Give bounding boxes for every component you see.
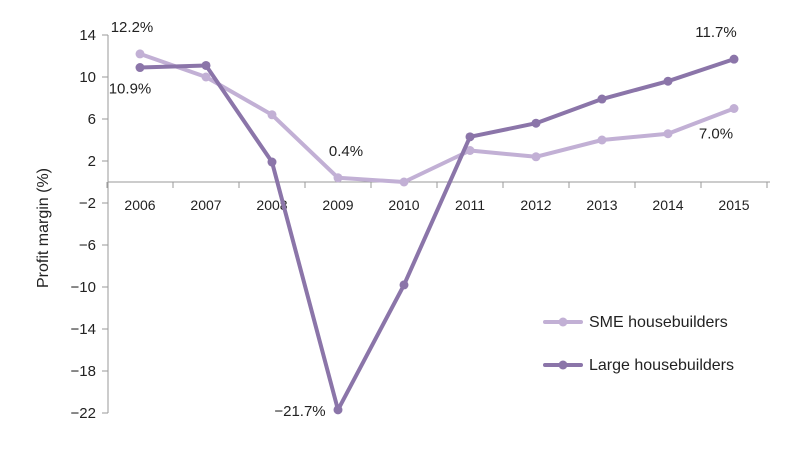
data-point (531, 118, 541, 128)
x-tick-label: 2008 (256, 197, 287, 213)
data-point (201, 72, 211, 82)
data-label: 10.9% (109, 81, 152, 98)
y-axis-title: Profit margin (%) (35, 168, 52, 288)
x-tick-label: 2007 (190, 197, 221, 213)
legend-item: Large housebuilders (543, 357, 734, 374)
legend: SME housebuilders Large housebuilders (543, 314, 734, 374)
x-tick-label: 2011 (455, 197, 485, 213)
data-point (531, 152, 541, 162)
data-point (597, 135, 607, 145)
series-sme-housebuilders (135, 49, 739, 187)
data-point (267, 110, 277, 120)
data-point (399, 280, 409, 290)
x-tick-label: 2015 (718, 197, 749, 213)
series-line (138, 51, 736, 184)
data-label: 11.7% (695, 24, 736, 41)
y-tick-label: 6 (88, 111, 96, 128)
y-tick-label: −22 (71, 405, 96, 422)
x-tick-label: 2013 (586, 197, 617, 213)
y-ticks: 14 10 6 2 −2 −6 −10 −14 −18 −22 (71, 27, 108, 422)
y-tick-label: −10 (71, 279, 96, 296)
series-layer (135, 49, 739, 415)
series-large-housebuilders (135, 54, 739, 415)
y-tick-label: 14 (79, 27, 96, 44)
data-labels: 12.2% 10.9% 0.4% −21.7% 11.7% 7.0% (109, 19, 737, 420)
legend-marker (558, 360, 568, 370)
legend-item: SME housebuilders (543, 314, 728, 331)
x-tick-label: 2006 (124, 197, 155, 213)
data-point (663, 129, 673, 139)
y-tick-label: −14 (71, 321, 96, 338)
y-tick-label: −2 (79, 195, 96, 212)
data-label: 0.4% (329, 143, 363, 160)
data-point (729, 104, 739, 113)
y-tick-label: 2 (88, 153, 96, 170)
data-point (399, 177, 409, 187)
data-label: 12.2% (111, 19, 154, 36)
legend-label: SME housebuilders (589, 314, 728, 331)
legend-marker (558, 317, 568, 327)
data-point (135, 63, 145, 73)
legend-label: Large housebuilders (589, 357, 734, 374)
data-point (201, 60, 211, 70)
data-point (333, 173, 343, 183)
x-tick-label: 2010 (388, 197, 419, 213)
x-tick-label: 2014 (652, 197, 683, 213)
series-line (138, 57, 736, 412)
data-point (333, 405, 343, 415)
data-point (465, 132, 475, 142)
data-label: 7.0% (699, 126, 733, 143)
x-ticks: 2006 2007 2008 2009 2010 2011 2012 2013 2014 2015 (106, 182, 768, 213)
x-tick-label: 2009 (322, 197, 353, 213)
data-label: −21.7% (274, 403, 325, 420)
y-tick-label: 10 (79, 69, 96, 86)
data-point (135, 49, 145, 59)
data-point (729, 54, 739, 64)
data-point (267, 157, 277, 167)
y-tick-label: −18 (71, 363, 96, 380)
data-point (663, 76, 673, 86)
data-point (465, 146, 475, 155)
y-tick-label: −6 (79, 237, 96, 254)
data-point (597, 94, 607, 104)
x-tick-label: 2012 (520, 197, 551, 213)
